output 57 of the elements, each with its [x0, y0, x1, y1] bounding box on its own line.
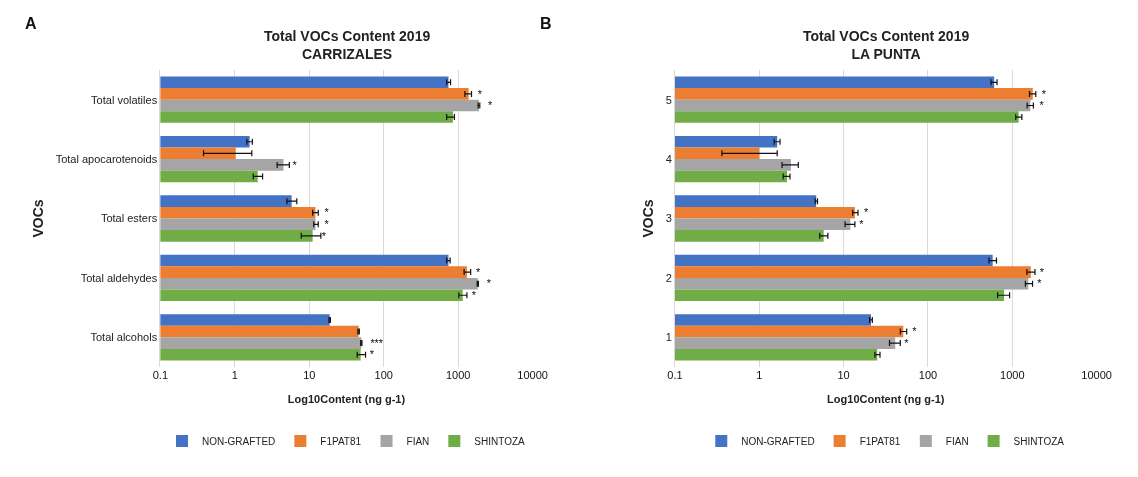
y-tick-label: Total esters [100, 212, 158, 225]
data-label: * [465, 289, 477, 302]
y-tick-label: 5 [665, 93, 672, 106]
y-tick-label: 3 [665, 212, 672, 225]
data-label: * [469, 265, 481, 278]
x-tick-label: 1 [756, 369, 763, 381]
data-label: * [471, 87, 483, 100]
data-label: * [480, 277, 492, 290]
y-tick-label: Total alcohols [90, 331, 158, 344]
data-label: * [363, 348, 375, 361]
y-axis-title: VOCs [30, 199, 47, 238]
chart-title: Total VOCs Content 2019 CARRIZALES [264, 28, 431, 63]
data-label: * [906, 325, 918, 338]
x-tick-label: 100 [374, 369, 393, 381]
data-label: * [898, 336, 910, 349]
x-tick-label: 10000 [517, 369, 548, 381]
legend-label: F1PAT81 [859, 435, 901, 447]
y-tick-label: Total apocarotenoids [55, 152, 158, 165]
legend-label: NON-GRAFTED [741, 435, 815, 447]
y-tick-label: 4 [665, 152, 672, 165]
y-tick-label: 2 [665, 271, 672, 284]
legend-label: F1PAT81 [320, 435, 362, 447]
legend-label: FIAN [945, 435, 969, 447]
data-label: * [857, 206, 869, 219]
y-tick-label: Total aldehydes [80, 271, 158, 284]
data-label: * [1033, 265, 1045, 278]
x-tick-label: 10 [837, 369, 850, 381]
data-label: * [481, 99, 493, 112]
x-tick-label: 1 [231, 369, 238, 381]
x-tick-label: 0.1 [152, 369, 168, 381]
y-tick-label: 1 [665, 331, 672, 344]
data-label: * [315, 229, 327, 242]
data-label: * [318, 206, 330, 219]
data-label: * [1035, 87, 1047, 100]
x-tick-label: 0.1 [667, 369, 683, 381]
legend-label: NON-GRAFTED [202, 435, 276, 447]
data-label: * [286, 158, 298, 171]
x-axis-title: Log10Content (ng g-1) [287, 393, 406, 406]
text: A [25, 15, 37, 32]
data-label: * [1033, 99, 1045, 112]
text: B [540, 15, 552, 32]
chart-title: Total VOCs Content 2019 LA PUNTA [803, 28, 970, 63]
x-tick-label: 1000 [1000, 369, 1025, 381]
y-axis-title: VOCs [640, 199, 657, 238]
x-tick-label: 100 [918, 369, 938, 381]
data-label: * [318, 218, 330, 231]
x-tick-label: 1000 [445, 369, 471, 381]
legend-label: SHINTOZA [1013, 435, 1065, 447]
data-label: * [853, 218, 865, 231]
x-tick-label: 10 [303, 369, 316, 381]
x-tick-label: 10000 [1081, 369, 1112, 381]
y-tick-label: Total volatiles [91, 93, 158, 106]
legend-label: SHINTOZA [474, 435, 526, 447]
data-label: *** [364, 336, 384, 349]
legend-label: FIAN [406, 435, 430, 447]
x-axis-title: Log10Content (ng g-1) [827, 393, 945, 406]
data-label: * [1031, 277, 1043, 290]
